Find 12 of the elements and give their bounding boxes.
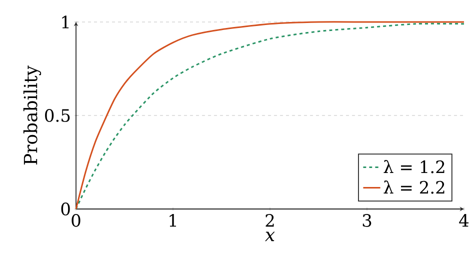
x-tick-label: 3 bbox=[362, 214, 372, 227]
y-tick-label: 1 bbox=[62, 16, 69, 28]
legend-label: λ = 1.2 bbox=[384, 160, 444, 174]
x-tick-label: 2 bbox=[266, 214, 274, 227]
y-axis-title: Probability bbox=[23, 66, 42, 164]
legend-label: λ = 2.2 bbox=[384, 180, 444, 194]
x-tick-label: 1 bbox=[170, 214, 176, 227]
y-tick-label: 0.5 bbox=[45, 109, 70, 122]
x-axis-title: x bbox=[264, 232, 275, 242]
x-tick-label: 0 bbox=[72, 214, 80, 227]
x-tick-label: 4 bbox=[459, 214, 469, 227]
y-tick-label: 0 bbox=[61, 202, 70, 216]
